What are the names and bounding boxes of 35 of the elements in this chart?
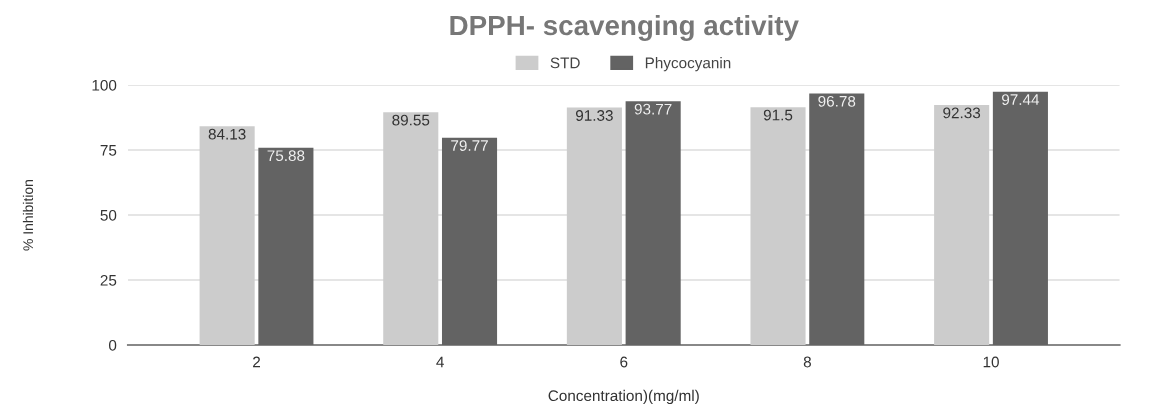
x-tick-label: 6 <box>620 356 628 368</box>
data-label: 97.44 <box>1002 94 1040 106</box>
bar <box>934 104 990 346</box>
data-label: 84.13 <box>208 128 246 140</box>
y-tick-label: 100 <box>92 79 117 91</box>
data-label: 75.88 <box>267 150 305 162</box>
y-tick-label: 0 <box>108 339 117 351</box>
data-label: 89.55 <box>392 114 430 126</box>
legend-label: STD <box>550 57 580 69</box>
x-axis-title: Concentration)(mg/ml) <box>548 389 699 405</box>
y-tick-label: 25 <box>100 274 117 286</box>
data-label: 91.33 <box>576 110 613 121</box>
bar <box>566 107 622 346</box>
bar <box>809 93 865 346</box>
y-tick-label: 75 <box>100 145 117 156</box>
data-label: 79.77 <box>451 140 488 151</box>
legend-label: Phycocyanin <box>645 57 731 72</box>
x-tick-label: 4 <box>436 356 444 368</box>
x-tick-label: 8 <box>803 356 811 368</box>
chart-title: DPPH- scavenging activity <box>450 14 799 41</box>
data-label: 91.5 <box>763 109 793 121</box>
data-label: 96.78 <box>818 95 856 107</box>
bar <box>750 107 806 346</box>
bar <box>199 126 255 346</box>
bar <box>625 101 681 346</box>
bar <box>992 91 1048 346</box>
y-axis-title: % Inhibition <box>22 180 34 251</box>
x-tick-label: 2 <box>253 356 260 368</box>
data-label: 93.77 <box>634 103 672 115</box>
y-tick-label: 50 <box>100 209 117 221</box>
bar <box>258 147 314 346</box>
data-label: 92.33 <box>943 107 981 119</box>
bar <box>383 112 439 346</box>
x-tick-label: 10 <box>983 356 999 368</box>
bar <box>441 137 498 346</box>
